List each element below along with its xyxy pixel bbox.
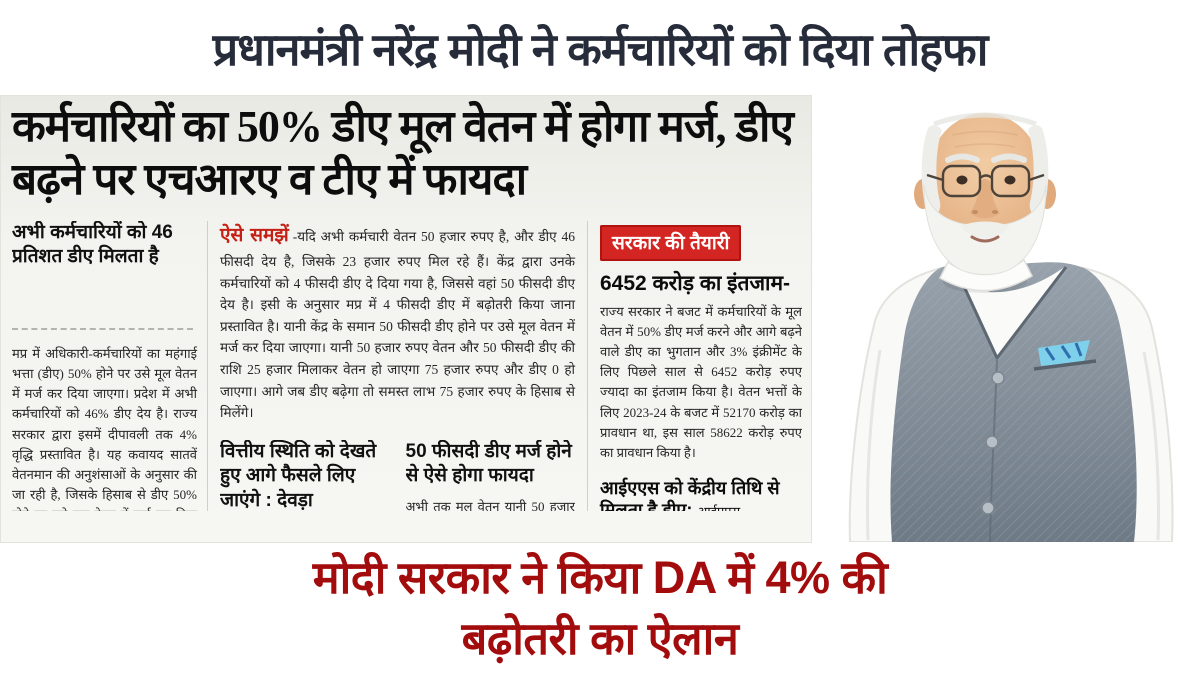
left-side-hair	[921, 125, 942, 216]
bottom-headline-line1: मोदी सरकार ने किया DA में 4% की	[312, 552, 888, 603]
column-right-body: राज्य सरकार ने बजट में कर्मचारियों के मू…	[600, 303, 802, 460]
modi-photo	[822, 90, 1200, 542]
modi-portrait-illustration	[848, 112, 1174, 542]
mustache	[960, 221, 1010, 238]
subcolumn-merge-body: अभी तक मूल वेतन यानी 50 हजार रुपए है, उस…	[405, 499, 576, 511]
top-headline: प्रधानमंत्री नरेंद्र मोदी ने कर्मचारियों…	[212, 23, 989, 75]
modi-face	[914, 112, 1056, 275]
vest-button	[985, 435, 999, 449]
crown-hairline	[933, 112, 1037, 127]
vest-button	[981, 501, 995, 515]
bottom-headline: मोदी सरकार ने किया DA में 4% की बढ़ोतरी …	[0, 548, 1200, 670]
column-right-subhead-text: आईएएस को केंद्रीय तिथि से मिलता है डीए:	[600, 477, 780, 511]
right-eyebrow	[991, 153, 1027, 163]
right-eye	[1004, 175, 1016, 185]
glasses	[926, 164, 1045, 198]
column-right-subhead: आईएएस को केंद्रीय तिथि से मिलता है डीए: …	[600, 477, 802, 511]
dashed-divider	[12, 327, 193, 330]
column-right-head: 6452 करोड़ का इंतजाम-	[600, 271, 791, 295]
nose	[970, 179, 1000, 219]
column-left-subhead: अभी कर्मचारियों को 46 प्रतिशत डीए मिलता …	[12, 221, 173, 268]
newspaper-column-middle: ऐसे समझें -यदि अभी कर्मचारी वेतन 50 हजार …	[208, 220, 588, 511]
sarkar-ki-taiyari-tag: सरकार की तैयारी	[600, 224, 742, 261]
column-left-body: मप्र में अधिकारी-कर्मचारियों का महंगाई भ…	[12, 345, 197, 511]
newspaper-subcolumns: वित्तीय स्थिति को देखते हुए आगे फैसले लि…	[220, 440, 575, 511]
aise-samjhen-label: ऐसे समझें	[220, 224, 289, 246]
grey-vest	[890, 262, 1137, 542]
bottom-headline-line2: बढ़ोतरी का ऐलान	[461, 612, 739, 664]
left-eye	[956, 175, 968, 185]
vest-button	[991, 371, 1005, 385]
newspaper-headline: कर्मचारियों का 50% डीए मूल वेतन में होगा…	[12, 102, 794, 204]
column-middle-lead: ऐसे समझें -यदि अभी कर्मचारी वेतन 50 हजार …	[220, 221, 575, 424]
newspaper-column-right: सरकार की तैयारी 6452 करोड़ का इंतजाम- रा…	[588, 221, 802, 511]
newspaper-columns: अभी कर्मचारियों को 46 प्रतिशत डीए मिलता …	[0, 211, 812, 511]
left-eyebrow	[945, 153, 980, 163]
newspaper-column-left: अभी कर्मचारियों को 46 प्रतिशत डीए मिलता …	[12, 220, 208, 511]
blue-pocket-square	[1033, 340, 1097, 371]
subcolumn-merge-benefit: 50 फीसदी डीए मर्ज होने से ऐसे होगा फायदा…	[406, 440, 576, 511]
newspaper-clipping: कर्मचारियों का 50% डीए मूल वेतन में होगा…	[0, 95, 812, 543]
subcolumn-merge-head: 50 फीसदी डीए मर्ज होने से ऐसे होगा फायदा	[405, 440, 572, 487]
subcolumn-finance-head: वित्तीय स्थिति को देखते हुए आगे फैसले लि…	[220, 440, 377, 511]
right-side-hair	[1028, 125, 1049, 216]
column-middle-lead-text: -यदि अभी कर्मचारी वेतन 50 हजार रुपए है, …	[220, 228, 576, 421]
column-right-subhead-tail: आईएएस.	[697, 504, 743, 510]
subcolumn-finance-decision: वित्तीय स्थिति को देखते हुए आगे फैसले लि…	[220, 440, 390, 511]
mouth	[970, 235, 1000, 243]
